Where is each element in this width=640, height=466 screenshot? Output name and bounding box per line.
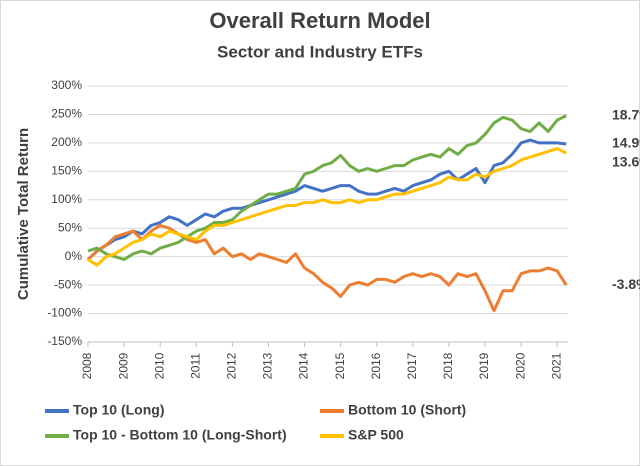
- end-label: 18.7%: [612, 106, 640, 122]
- end-label: 14.9%: [612, 135, 640, 151]
- y-tick-label: 300%: [51, 78, 82, 92]
- legend-label: Top 10 - Bottom 10 (Long-Short): [73, 427, 287, 443]
- legend-label: S&P 500: [348, 427, 404, 443]
- end-label: -3.8%: [612, 276, 640, 292]
- y-tick-label: 0%: [65, 249, 83, 263]
- x-tick-label: 2020: [513, 352, 527, 379]
- y-axis-label: Cumulative Total Return: [15, 128, 32, 300]
- y-tick-label: -100%: [47, 306, 82, 320]
- x-tick-label: 2009: [116, 352, 130, 379]
- x-tick-label: 2015: [333, 352, 347, 379]
- chart-title: Overall Return Model: [209, 8, 430, 33]
- x-tick-label: 2018: [441, 352, 455, 379]
- x-tick-label: 2016: [369, 352, 383, 379]
- chart-subtitle: Sector and Industry ETFs: [217, 42, 423, 61]
- x-tick-label: 2021: [549, 352, 563, 379]
- y-tick-label: 150%: [51, 164, 82, 178]
- y-tick-label: 50%: [58, 220, 82, 234]
- series-line: [86, 223, 568, 313]
- series-line: [86, 138, 567, 261]
- series-line: [87, 147, 567, 267]
- x-tick-label: 2013: [261, 352, 275, 379]
- y-tick-label: -150%: [47, 334, 82, 348]
- x-tick-label: 2014: [297, 352, 311, 379]
- y-tick-label: -50%: [54, 277, 82, 291]
- x-tick-label: 2010: [152, 352, 166, 379]
- y-tick-label: 250%: [51, 107, 82, 121]
- y-tick-label: 100%: [51, 192, 82, 206]
- series-line: [87, 114, 567, 261]
- y-tick-label: 200%: [51, 135, 82, 149]
- end-label: 13.6%: [612, 154, 640, 170]
- x-tick-label: 2008: [80, 352, 94, 379]
- x-tick-label: 2012: [225, 352, 239, 379]
- x-tick-label: 2011: [188, 353, 202, 379]
- legend-label: Bottom 10 (Short): [348, 402, 466, 418]
- x-tick-label: 2017: [405, 352, 419, 379]
- x-tick-label: 2019: [477, 352, 491, 379]
- legend-label: Top 10 (Long): [73, 402, 165, 418]
